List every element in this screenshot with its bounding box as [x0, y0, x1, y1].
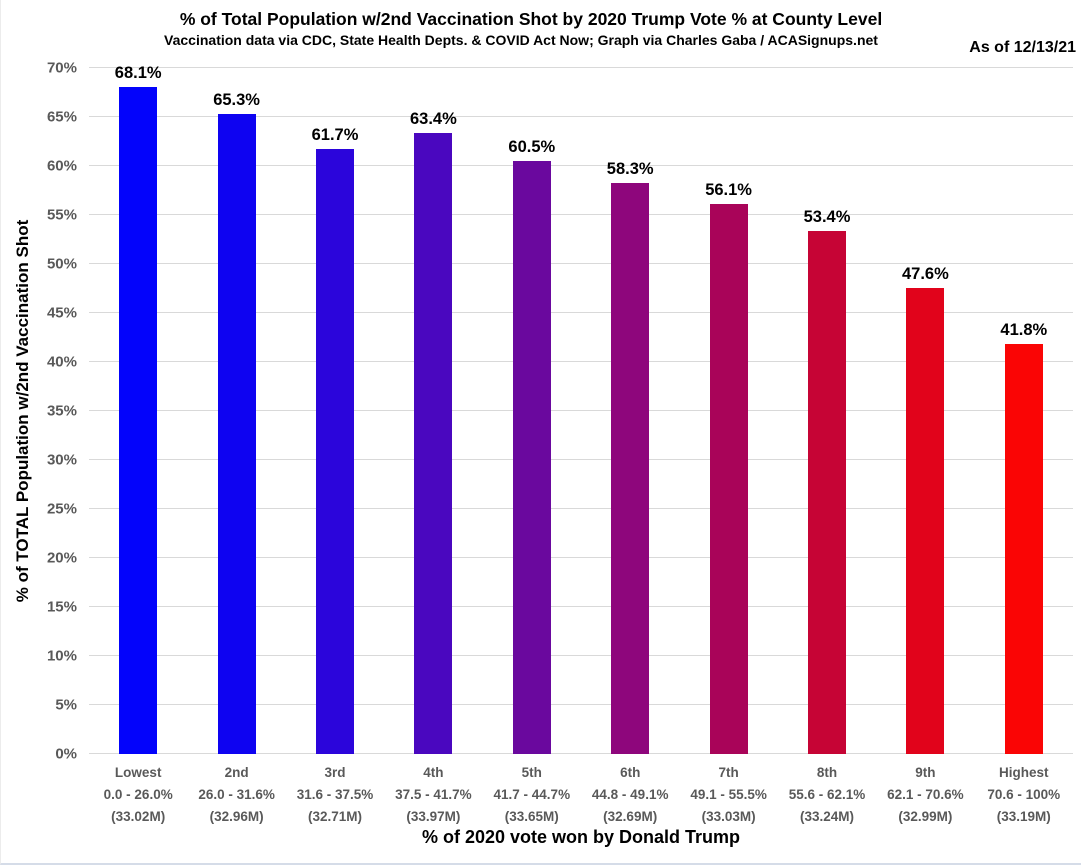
x-tick-label-6th: 6th 44.8 - 49.1% (32.69M) [592, 762, 669, 828]
gridline-30 [89, 459, 1073, 460]
gridline-5 [89, 704, 1073, 705]
bar-value-label-5th: 60.5% [508, 138, 556, 157]
x-tick-population: (33.24M) [799, 809, 855, 824]
bar-value-label-3rd: 61.7% [311, 126, 359, 145]
gridline-10 [89, 655, 1073, 656]
x-axis-title: % of 2020 vote won by Donald Trump [421, 827, 741, 847]
bar-value-label-4th: 63.4% [409, 109, 457, 128]
y-tick-label-40: 40% [46, 353, 77, 371]
y-tick-label-35: 35% [46, 402, 77, 420]
bar-6th [611, 182, 650, 754]
y-tick-label-25: 25% [46, 500, 77, 518]
x-tick-label-3rd: 3rd 31.6 - 37.5% (32.71M) [297, 762, 374, 828]
chart-subtitle: Vaccination data via CDC, State Health D… [164, 32, 878, 48]
x-tick-tier: 4th [423, 765, 444, 780]
y-tick-label-45: 45% [46, 304, 77, 322]
gridline-50 [89, 263, 1073, 264]
x-tick-population: (33.97M) [406, 809, 461, 824]
gridline-45 [89, 312, 1073, 313]
x-tick-vote-range: 0.0 - 26.0% [103, 787, 173, 802]
plot-area: 68.1% 65.3% 61.7% 63.4% 60.5% 58.3% 56.1% 53.4%… [89, 64, 1073, 754]
y-tick-label-10: 10% [46, 647, 77, 665]
x-tick-population: (32.71M) [307, 809, 363, 824]
gridline-15 [89, 606, 1073, 607]
gridline-40 [89, 361, 1073, 362]
x-tick-population: (32.96M) [209, 809, 264, 824]
bar-4th [414, 132, 453, 754]
y-tick-label-70: 70% [46, 59, 77, 77]
bar-value-label-6th: 58.3% [606, 159, 654, 178]
bar-7th [709, 204, 748, 754]
x-tick-population: (32.69M) [603, 809, 658, 824]
x-tick-vote-range: 26.0 - 31.6% [198, 787, 275, 802]
bar-value-label-highest: 41.8% [1000, 321, 1048, 340]
bar-8th [808, 230, 846, 754]
x-tick-vote-range: 70.6 - 100% [987, 787, 1061, 802]
x-tick-vote-range: 31.6 - 37.5% [296, 787, 374, 802]
chart-title: % of Total Population w/2nd Vaccination … [179, 9, 883, 29]
x-tick-vote-range: 55.6 - 62.1% [788, 787, 866, 802]
bar-9th [906, 287, 945, 754]
x-tick-tier: 3rd [324, 765, 346, 780]
as-of-date-label: As of 12/13/21 [969, 39, 1076, 56]
x-tick-label-lowest: Lowest 0.0 - 26.0% (33.02M) [104, 762, 173, 828]
bar-lowest [119, 86, 158, 754]
x-tick-vote-range: 49.1 - 55.5% [690, 787, 767, 802]
x-tick-tier: 6th [620, 765, 641, 780]
gridline-65 [89, 116, 1073, 118]
y-tick-label-0: 0% [55, 745, 77, 763]
y-tick-label-5: 5% [55, 696, 77, 714]
x-tick-label-9th: 9th 62.1 - 70.6% (32.99M) [887, 762, 964, 828]
x-tick-label-5th: 5th 41.7 - 44.7% (33.65M) [494, 762, 571, 828]
gridline-55 [89, 214, 1073, 215]
x-tick-label-8th: 8th 55.6 - 62.1% (33.24M) [789, 762, 866, 828]
bar-5th [512, 161, 551, 754]
gridline-35 [89, 410, 1073, 411]
gridline-25 [89, 508, 1073, 509]
bar-value-label-7th: 56.1% [705, 181, 752, 200]
x-tick-label-2nd: 2nd 26.0 - 31.6% (32.96M) [198, 762, 275, 828]
y-axis-tick-labels: 0% 5% 10% 15% 20% 25% 30% 35% 40% 45% 50% 55% 60% 65%… [1, 61, 77, 762]
gridline-70 [89, 67, 1073, 68]
x-tick-tier: 8th [816, 765, 838, 780]
x-tick-population: (33.65M) [504, 809, 559, 824]
bar-highest [1004, 344, 1043, 754]
gridline-60 [89, 165, 1073, 166]
bar-value-label-2nd: 65.3% [213, 91, 260, 110]
y-tick-label-20: 20% [46, 549, 77, 567]
y-tick-label-50: 50% [46, 255, 77, 273]
x-tick-tier: Lowest [114, 765, 162, 780]
y-tick-label-60: 60% [46, 157, 77, 175]
bar-value-label-8th: 53.4% [803, 207, 851, 226]
bar-2nd [217, 114, 256, 754]
x-tick-population: (33.02M) [111, 809, 166, 824]
gridline-0 [89, 753, 1073, 754]
x-tick-tier: 5th [521, 765, 542, 780]
x-tick-population: (33.03M) [701, 809, 756, 824]
x-tick-tier: Highest [999, 765, 1049, 780]
x-tick-population: (32.99M) [898, 809, 953, 824]
x-tick-vote-range: 44.8 - 49.1% [591, 787, 669, 802]
x-tick-label-7th: 7th 49.1 - 55.5% (33.03M) [690, 762, 767, 828]
y-tick-label-30: 30% [46, 451, 77, 469]
gridline-20 [89, 557, 1073, 558]
x-tick-tier: 7th [718, 765, 739, 780]
x-tick-tier: 9th [915, 765, 936, 780]
x-tick-population: (33.19M) [996, 809, 1051, 824]
x-tick-label-4th: 4th 37.5 - 41.7% (33.97M) [395, 762, 472, 828]
y-tick-label-15: 15% [46, 598, 77, 616]
x-tick-vote-range: 62.1 - 70.6% [887, 787, 964, 802]
y-tick-label-65: 65% [46, 108, 77, 126]
x-tick-vote-range: 41.7 - 44.7% [493, 787, 571, 802]
bar-value-label-9th: 47.6% [901, 264, 949, 283]
bar-3rd [316, 149, 354, 754]
x-axis-tick-labels: Lowest 0.0 - 26.0% (33.02M) 2nd 26.0 - 31.6%… [89, 762, 1073, 828]
x-tick-label-highest: Highest 70.6 - 100% (33.19M) [987, 762, 1060, 828]
x-tick-vote-range: 37.5 - 41.7% [395, 787, 472, 802]
x-tick-tier: 2nd [224, 765, 249, 780]
bar-value-label-lowest: 68.1% [114, 63, 162, 82]
y-tick-label-55: 55% [46, 206, 77, 224]
